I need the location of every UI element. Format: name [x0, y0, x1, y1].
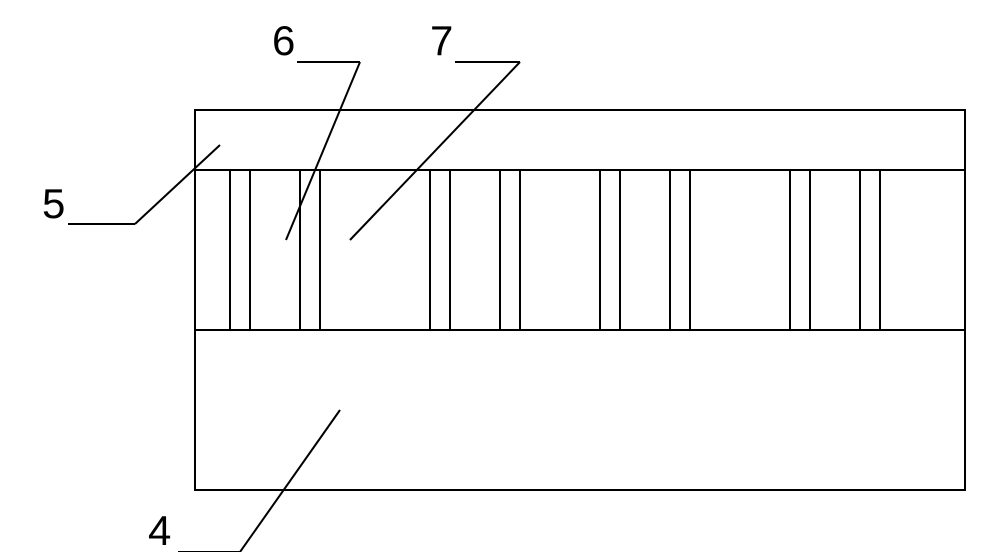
outer-frame [195, 110, 965, 490]
callout-label-5: 5 [42, 180, 65, 227]
callout-5: 5 [42, 145, 220, 227]
callout-label-7: 7 [430, 17, 453, 64]
callout-leader [135, 145, 220, 224]
bar-group [230, 170, 320, 330]
callout-4: 4 [148, 410, 340, 552]
callout-label-4: 4 [148, 507, 171, 552]
callout-7: 7 [350, 17, 520, 240]
technical-diagram: 4 5 6 7 [0, 0, 1000, 552]
callout-label-6: 6 [272, 17, 295, 64]
callout-6: 6 [272, 17, 360, 240]
bar-group [600, 170, 690, 330]
bar-group [790, 170, 880, 330]
bar-group [430, 170, 520, 330]
callout-leader [286, 62, 360, 240]
callout-leader [350, 62, 520, 240]
callout-leader [240, 410, 340, 552]
